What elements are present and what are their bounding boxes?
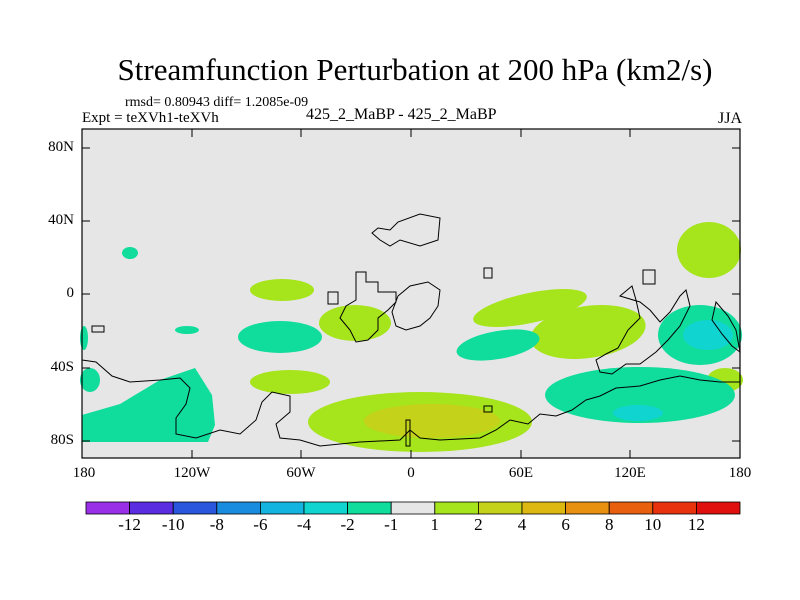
contour-region	[175, 326, 199, 334]
contour-region	[80, 368, 100, 392]
contour-region	[80, 326, 88, 350]
colorbar-label: 4	[517, 515, 527, 534]
inner-negative-contours	[613, 320, 733, 421]
colorbar-label: -4	[296, 515, 312, 534]
contour-region	[683, 320, 733, 350]
contour-region	[364, 404, 500, 438]
colorbar-swatch	[303, 501, 348, 515]
colorbar-swatch	[608, 501, 654, 515]
season-label: JJA	[717, 110, 742, 127]
chart-title: Streamfunction Perturbation at 200 hPa (…	[117, 52, 713, 87]
colorbar-swatch	[521, 501, 566, 515]
experiment-label: Expt = teXVh1-teXVh	[82, 110, 219, 126]
colorbar-label: -1	[384, 515, 399, 534]
colorbar-label: 8	[604, 515, 614, 534]
contour-region	[456, 329, 540, 361]
colorbar-label: -6	[253, 515, 268, 534]
colorbar-label: -10	[161, 515, 185, 534]
colorbar-label: 10	[644, 515, 662, 534]
coastlines	[81, 213, 741, 447]
x-tick-label: 180	[72, 465, 96, 481]
contour-region	[473, 289, 587, 327]
x-tick-label: 120W	[173, 465, 211, 481]
coastline-path	[483, 405, 493, 413]
coastline-path	[642, 269, 656, 285]
center-label: 425_2_MaBP - 425_2_MaBP	[306, 106, 497, 123]
contour-region	[530, 305, 646, 359]
colorbar-swatch	[129, 501, 174, 515]
contour-region	[250, 370, 330, 394]
positive-contours	[250, 222, 743, 452]
coastline-path	[371, 213, 441, 247]
x-tick-label: 60W	[286, 465, 316, 481]
y-tick-label: 80S	[50, 432, 74, 448]
contour-region	[545, 367, 735, 423]
contour-region	[677, 222, 741, 278]
x-tick-label: 120E	[614, 465, 646, 481]
coastline-path	[81, 359, 740, 447]
x-tick-label: 180	[728, 465, 752, 481]
contour-region	[250, 279, 314, 301]
contour-region	[238, 321, 322, 353]
colorbar-label: 6	[561, 515, 570, 534]
coastline-path	[483, 267, 493, 279]
colorbar-swatch	[347, 501, 392, 515]
colorbar-swatch	[477, 501, 523, 515]
colorbar-swatch	[390, 501, 436, 515]
contour-region	[122, 247, 138, 259]
coastline-path	[711, 300, 741, 354]
coastline-path	[405, 419, 411, 447]
contour-region	[613, 405, 663, 421]
colorbar-swatch	[696, 501, 741, 515]
colorbar-swatch	[172, 501, 218, 515]
coastline-path	[91, 325, 105, 333]
x-tick-label: 0	[407, 465, 415, 481]
colorbar-label: 12	[687, 515, 705, 534]
colorbar-swatch	[434, 501, 479, 515]
y-tick-label: 40S	[50, 359, 74, 375]
colorbar-label: -2	[340, 515, 355, 534]
contour-region	[319, 305, 391, 341]
x-tick-label: 60E	[508, 465, 534, 481]
colorbar-swatch	[565, 501, 610, 515]
coastline-path	[391, 281, 441, 331]
coastline-path	[339, 271, 397, 343]
tick-marks	[82, 129, 740, 458]
colorbar-swatch	[259, 501, 305, 515]
colorbar-label: 2	[474, 515, 483, 534]
colorbar-swatch	[216, 501, 261, 515]
coastline-path	[595, 285, 691, 375]
colorbar	[85, 501, 741, 515]
y-tick-label: 80N	[48, 139, 74, 155]
colorbar-swatch	[652, 501, 697, 515]
negative-contours	[80, 247, 742, 442]
colorbar-label: -12	[118, 515, 141, 534]
y-tick-label: 40N	[48, 212, 74, 228]
stats-label: rmsd= 0.80943 diff= 1.2085e-09	[125, 95, 309, 110]
colorbar-label: 1	[430, 515, 440, 534]
colorbar-swatch	[85, 501, 130, 515]
y-tick-label: 0	[66, 285, 75, 301]
colorbar-label: -8	[209, 515, 224, 534]
coastline-path	[327, 291, 339, 305]
contour-region	[82, 368, 215, 442]
